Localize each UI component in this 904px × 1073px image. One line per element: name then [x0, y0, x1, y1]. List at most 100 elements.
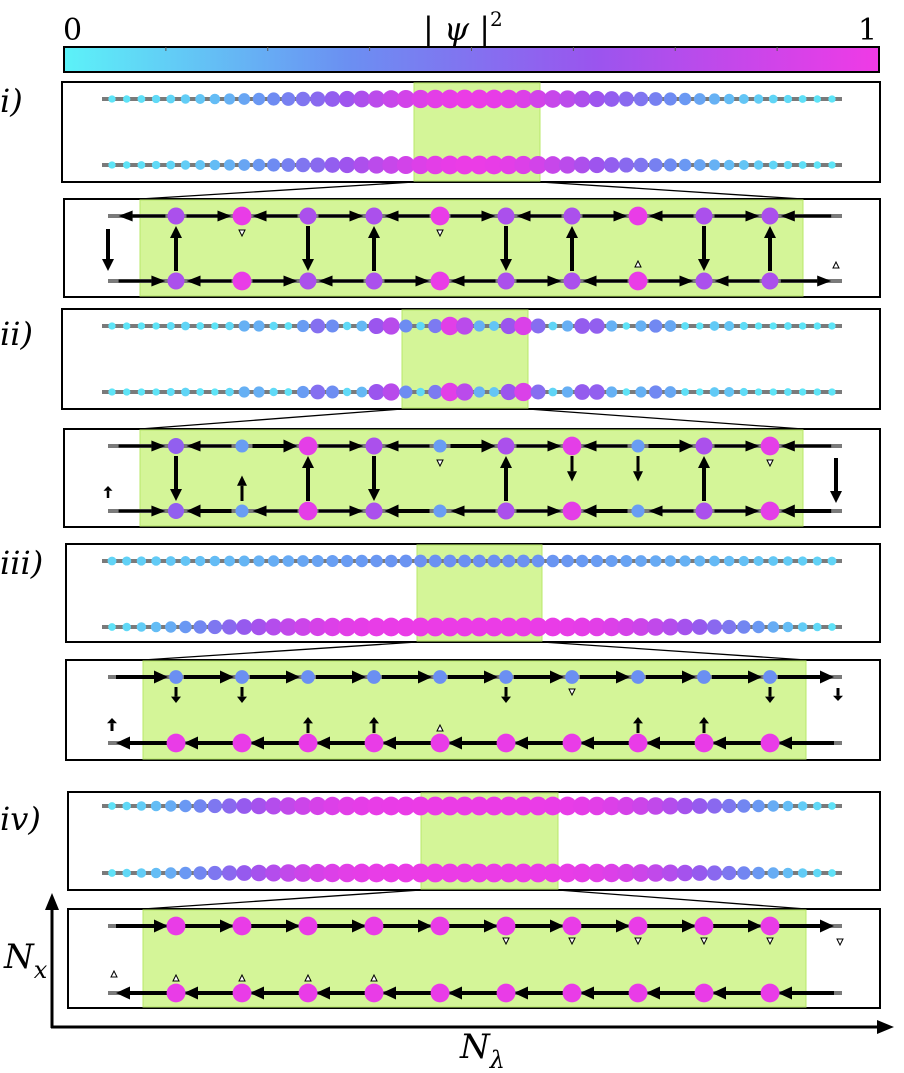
- overview-bottom-site: [193, 620, 207, 634]
- bottom-bond-arrow-head: [250, 986, 264, 1000]
- axes: Nx Nλ: [3, 893, 894, 1073]
- overview-bottom-site: [813, 388, 821, 396]
- overview-top-site: [123, 322, 131, 330]
- overview-top-site: [456, 317, 474, 335]
- overview-bottom-site: [250, 618, 268, 636]
- zoom-bottom-site: [433, 504, 447, 518]
- overview-bottom-site: [207, 619, 223, 635]
- overview-bottom-site: [661, 864, 679, 882]
- zoom-bottom-site: [167, 502, 185, 520]
- overview-bottom-site: [396, 617, 416, 637]
- overview-bottom-site: [353, 156, 371, 174]
- overview-top-site: [108, 322, 116, 330]
- overview-top-site: [753, 555, 764, 567]
- overview-bottom-site: [279, 864, 298, 882]
- overview-bottom-site: [738, 160, 749, 170]
- zoom-top-site: [235, 670, 249, 684]
- bottom-bond-arrow-head: [382, 986, 396, 1000]
- overview-top-site: [284, 322, 293, 330]
- overview-bottom-site: [236, 865, 253, 881]
- zoom-bottom-site: [298, 733, 318, 753]
- overview-top-site: [514, 89, 533, 109]
- overview-bottom-site: [455, 617, 475, 637]
- overview-bottom-site: [469, 617, 489, 637]
- overview-bottom-site: [664, 386, 677, 398]
- overview-top-site: [517, 554, 530, 568]
- overview-bottom-site: [798, 388, 807, 396]
- overview-top-site: [281, 92, 296, 106]
- overview-top-site: [150, 800, 162, 812]
- top-bond-arrow-head: [484, 919, 498, 933]
- overview-bottom-site: [193, 866, 207, 880]
- top-bond-arrow-head: [217, 210, 232, 222]
- rung-arrow-head: [500, 259, 512, 271]
- overview-bottom-site: [798, 161, 807, 169]
- overview-top-site: [353, 90, 371, 108]
- overview-bottom-site: [588, 156, 606, 174]
- overview-bottom-site: [558, 863, 577, 883]
- overview-bottom-site: [676, 618, 694, 636]
- bottom-bond-arrow-head: [778, 736, 792, 750]
- overview-top-site: [469, 796, 489, 816]
- rung-arrow-head: [302, 259, 314, 271]
- overview-bottom-site: [754, 388, 763, 396]
- overview-top-site: [530, 318, 546, 334]
- overview-bottom-site: [151, 160, 161, 170]
- overview-bottom-site: [469, 155, 489, 175]
- overview-top-site: [455, 796, 475, 816]
- rung-arrow-head: [765, 696, 775, 703]
- overview-top-site: [502, 554, 516, 568]
- overview-bottom-site: [828, 869, 836, 877]
- overview-top-site: [737, 799, 751, 813]
- overview-top-site: [382, 90, 401, 108]
- overview-bottom-site: [530, 384, 546, 400]
- overview-top-site: [238, 93, 251, 105]
- zoom-bottom-site: [167, 272, 185, 290]
- zoom-bottom-site: [694, 983, 714, 1003]
- overview-top-site: [193, 799, 207, 813]
- zoom-top-site: [299, 207, 317, 225]
- edge-rung-arrow-head: [833, 695, 843, 701]
- zoom-top-site: [232, 916, 252, 936]
- overview-bottom-site: [543, 863, 563, 883]
- overview-bottom-site: [469, 863, 489, 883]
- overview-top-site: [396, 89, 415, 109]
- overview-bottom-site: [737, 620, 751, 634]
- overview-top-site: [605, 554, 618, 568]
- overview-bottom-site: [352, 863, 372, 883]
- overview-bottom-site: [294, 618, 312, 636]
- overview-top-site: [484, 89, 504, 109]
- overview-top-site: [209, 93, 221, 105]
- overview-bottom-site: [123, 388, 131, 396]
- overview-top-site: [472, 554, 486, 568]
- rung-arrow-head: [699, 717, 709, 724]
- overview-bottom-site: [284, 388, 293, 396]
- overview-top-site: [207, 798, 223, 814]
- overview-bottom-site: [767, 867, 779, 879]
- overview-top-site: [723, 93, 735, 105]
- rung-arrow-head: [764, 226, 776, 238]
- overview-bottom-site: [367, 863, 386, 883]
- top-bond-arrow-head: [582, 440, 597, 452]
- overview-bottom-site: [294, 864, 312, 882]
- overview-top-site: [151, 556, 161, 566]
- overview-top-site: [325, 319, 339, 333]
- overview-bottom-site: [165, 867, 177, 879]
- overview-top-site: [136, 556, 147, 566]
- panel-2: [61, 308, 881, 528]
- overview-bottom-site: [602, 863, 621, 883]
- rung-arrow-head: [500, 456, 512, 468]
- overview-top-site: [487, 554, 501, 568]
- zoom-connector-left: [139, 408, 403, 430]
- overview-bottom-site: [648, 158, 663, 172]
- edge-rung-arrow-head: [103, 486, 113, 491]
- overview-bottom-site: [296, 385, 310, 399]
- overview-bottom-site: [367, 617, 386, 637]
- bottom-bond-arrow-head: [745, 505, 760, 517]
- overview-top-site: [279, 797, 298, 815]
- overview-bottom-site: [381, 863, 401, 883]
- rung-arrow-head: [237, 475, 247, 486]
- zoom-bottom-site: [497, 502, 515, 520]
- overview-bottom-site: [632, 864, 650, 882]
- zoom-top-site: [364, 916, 384, 936]
